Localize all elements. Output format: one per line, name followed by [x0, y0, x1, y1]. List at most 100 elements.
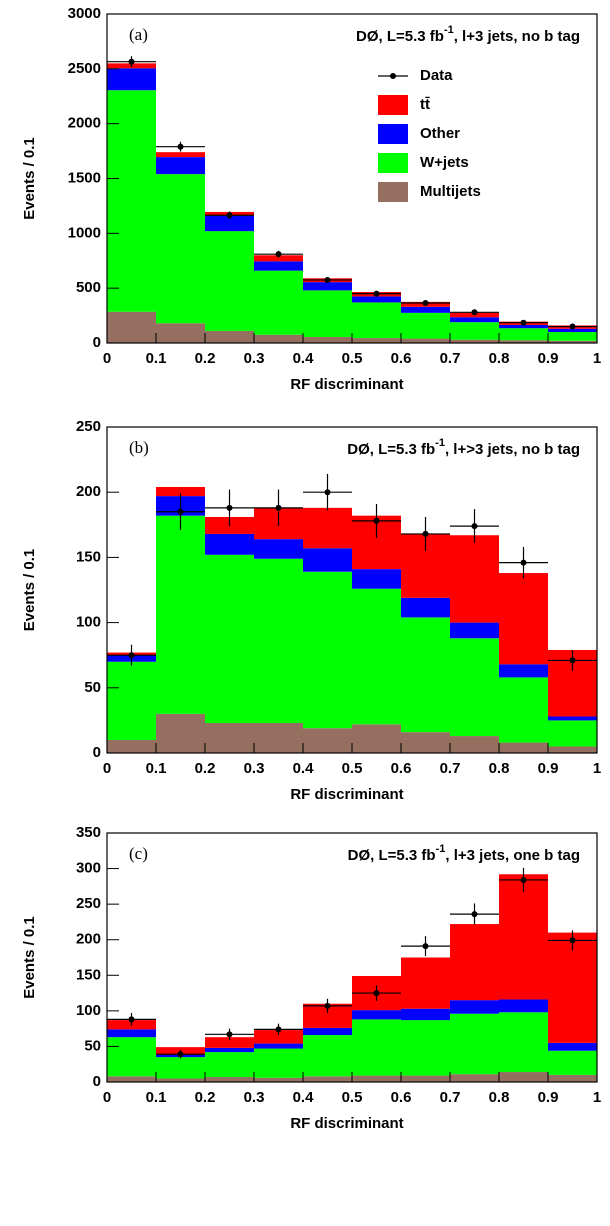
bar-segment — [548, 332, 597, 341]
data-point — [373, 517, 380, 524]
bar-segment — [450, 322, 499, 340]
data-point — [324, 276, 331, 283]
y-tick-label: 2000 — [68, 115, 101, 132]
y-tick-label: 200 — [76, 931, 101, 948]
x-tick-label: 0.3 — [244, 1089, 265, 1106]
bar-segment — [352, 338, 401, 343]
bar-segment — [205, 1037, 254, 1048]
bar-segment — [499, 328, 548, 341]
x-tick-label: 0.3 — [244, 350, 265, 367]
bar-segment — [450, 1074, 499, 1082]
bar-segment — [254, 1043, 303, 1049]
data-point — [226, 1031, 233, 1038]
bar-segment — [499, 874, 548, 1000]
bar-segment — [450, 638, 499, 737]
data-point — [520, 876, 527, 883]
bar-segment — [499, 324, 548, 329]
data-point — [275, 504, 282, 511]
x-tick-label: 0.8 — [489, 1089, 510, 1106]
annotation: DØ, L=5.3 fb-1, l+>3 jets, no b tag — [347, 437, 580, 458]
bar-segment — [450, 1013, 499, 1075]
bar-segment — [352, 302, 401, 339]
bar-segment — [205, 533, 254, 555]
x-axis-label: RF discriminant — [290, 1115, 403, 1132]
data-point — [128, 1016, 135, 1023]
x-tick-label: 0.9 — [538, 1089, 559, 1106]
bar-segment — [548, 746, 597, 753]
bar-segment — [254, 255, 303, 262]
x-tick-label: 0.3 — [244, 760, 265, 777]
bar-segment — [205, 554, 254, 724]
bar-segment — [303, 290, 352, 337]
x-tick-label: 0.1 — [146, 760, 167, 777]
x-tick-label: 0.1 — [146, 350, 167, 367]
data-point — [128, 58, 135, 65]
data-point — [324, 1002, 331, 1009]
y-tick-label: 100 — [76, 1002, 101, 1019]
x-tick-label: 0.9 — [538, 350, 559, 367]
y-axis-label: Events / 0.1 — [21, 916, 38, 999]
data-point — [177, 508, 184, 515]
data-point — [569, 323, 576, 330]
x-tick-label: 0.2 — [195, 1089, 216, 1106]
bar-segment — [107, 661, 156, 740]
x-tick-label: 0 — [103, 760, 111, 777]
bar-segment — [156, 323, 205, 343]
y-tick-label: 100 — [76, 614, 101, 631]
data-point — [422, 299, 429, 306]
x-tick-label: 0.8 — [489, 350, 510, 367]
x-tick-label: 0.5 — [342, 350, 363, 367]
x-axis-label: RF discriminant — [290, 786, 403, 803]
legend-swatch — [378, 124, 408, 144]
y-tick-label: 250 — [76, 418, 101, 435]
data-point — [422, 943, 429, 950]
annotation-part: , l+>3 jets, no b tag — [445, 441, 580, 458]
bar-segment — [352, 1010, 401, 1020]
bar-segment — [499, 677, 548, 743]
bar-segment — [107, 90, 156, 312]
y-tick-label: 50 — [84, 679, 101, 696]
bar-segment — [401, 1075, 450, 1082]
data-point — [520, 559, 527, 566]
data-point — [422, 530, 429, 537]
x-tick-label: 0.5 — [342, 1089, 363, 1106]
bar-segment — [156, 157, 205, 175]
bar-segment — [254, 334, 303, 343]
bar-segment — [401, 1008, 450, 1021]
legend-label: Data — [420, 67, 453, 84]
bar-segment — [205, 1077, 254, 1082]
bar-segment — [107, 1029, 156, 1038]
annotation-part: -1 — [444, 24, 454, 36]
x-tick-label: 0.5 — [342, 760, 363, 777]
bar-segment — [205, 723, 254, 753]
bar-segment — [254, 261, 303, 271]
annotation-part: , l+3 jets, one b tag — [445, 847, 580, 864]
data-point — [471, 309, 478, 316]
bar-segment — [156, 515, 205, 714]
bar-segment — [548, 1050, 597, 1075]
bar-segment — [107, 68, 156, 91]
panel-label: (a) — [129, 25, 148, 44]
bar-segment — [254, 1048, 303, 1078]
legend-label: Multijets — [420, 183, 481, 200]
bar-segment — [548, 340, 597, 343]
y-tick-label: 50 — [84, 1037, 101, 1054]
y-tick-label: 200 — [76, 483, 101, 500]
y-tick-label: 150 — [76, 966, 101, 983]
legend-label: tt̄ — [420, 96, 430, 113]
bar-segment — [352, 1075, 401, 1082]
x-tick-label: 0.2 — [195, 760, 216, 777]
bar-segment — [303, 1027, 352, 1036]
annotation-part: DØ, L=5.3 fb — [348, 847, 436, 864]
data-point — [177, 1051, 184, 1058]
bar-segment — [156, 713, 205, 753]
bar-segment — [548, 932, 597, 1043]
legend-swatch — [378, 153, 408, 173]
x-tick-label: 0.4 — [293, 760, 315, 777]
x-tick-label: 0.2 — [195, 350, 216, 367]
data-point — [569, 657, 576, 664]
bar-segment — [303, 507, 352, 549]
y-tick-label: 300 — [76, 860, 101, 877]
bar-segment — [499, 999, 548, 1013]
